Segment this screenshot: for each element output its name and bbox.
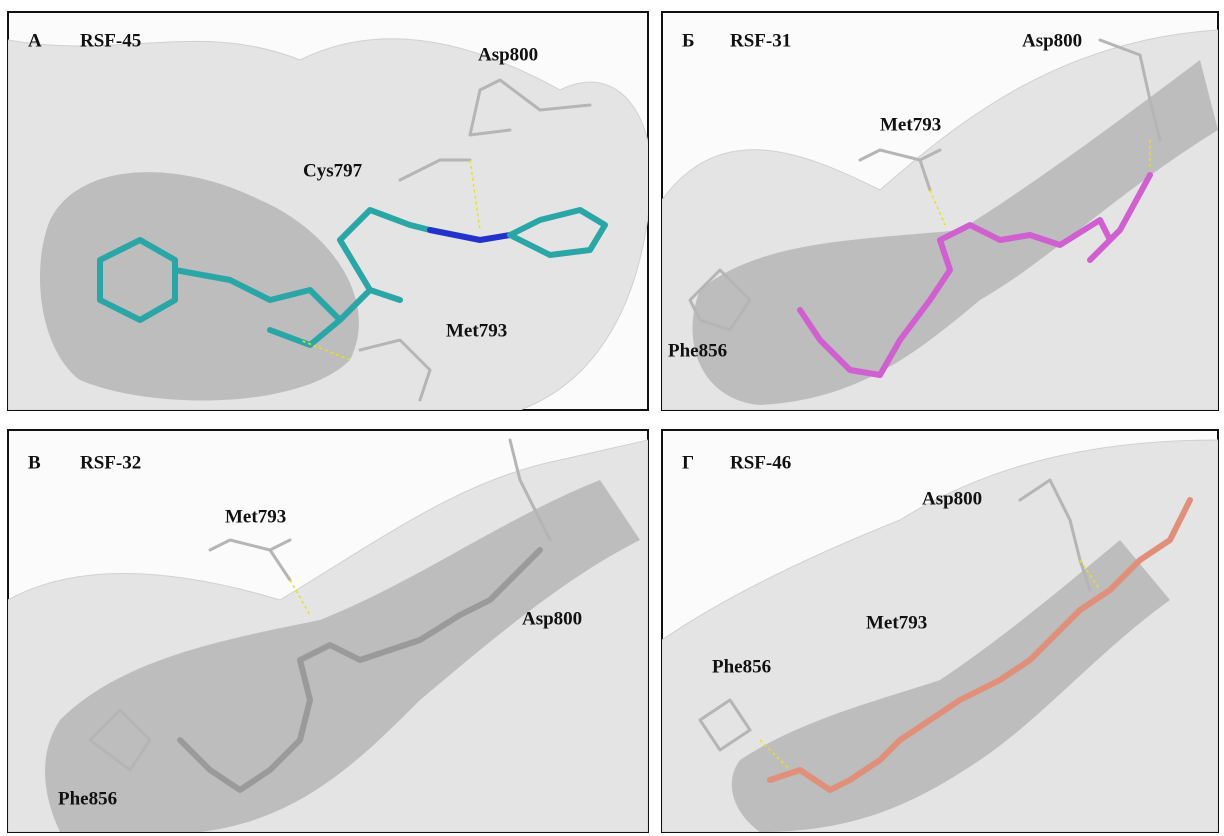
panel-letter: Б bbox=[682, 30, 695, 51]
compound-label: RSF-46 bbox=[730, 452, 791, 473]
figure: А RSF-45 Asp800 Cys797 Met793 Б RSF-31 A… bbox=[0, 0, 1224, 836]
panel-d: Г RSF-46 Asp800 Met793 Phe856 bbox=[662, 430, 1218, 832]
residue-label: Phe856 bbox=[668, 340, 727, 361]
residue-label: Asp800 bbox=[922, 488, 982, 509]
panel-b: Б RSF-31 Asp800 Met793 Phe856 bbox=[662, 12, 1218, 410]
scene bbox=[8, 39, 652, 410]
panel-a: А RSF-45 Asp800 Cys797 Met793 bbox=[8, 12, 652, 410]
residue-label: Met793 bbox=[225, 506, 286, 527]
residue-label: Phe856 bbox=[712, 656, 771, 677]
residue-label: Met793 bbox=[446, 320, 507, 341]
panel-c: В RSF-32 Met793 Asp800 Phe856 bbox=[8, 430, 648, 832]
residue-label: Asp800 bbox=[1022, 30, 1082, 51]
residue-label: Met793 bbox=[880, 114, 941, 135]
residue-label: Met793 bbox=[866, 612, 927, 633]
residue-label: Asp800 bbox=[522, 608, 582, 629]
panel-letter: Г bbox=[682, 452, 694, 473]
panel-letter: А bbox=[28, 30, 42, 51]
residue-label: Phe856 bbox=[58, 788, 117, 809]
residue-label: Cys797 bbox=[303, 160, 363, 181]
panel-letter: В bbox=[28, 452, 41, 473]
compound-label: RSF-45 bbox=[80, 30, 141, 51]
compound-label: RSF-31 bbox=[730, 30, 791, 51]
compound-label: RSF-32 bbox=[80, 452, 141, 473]
residue-label: Asp800 bbox=[478, 44, 538, 65]
